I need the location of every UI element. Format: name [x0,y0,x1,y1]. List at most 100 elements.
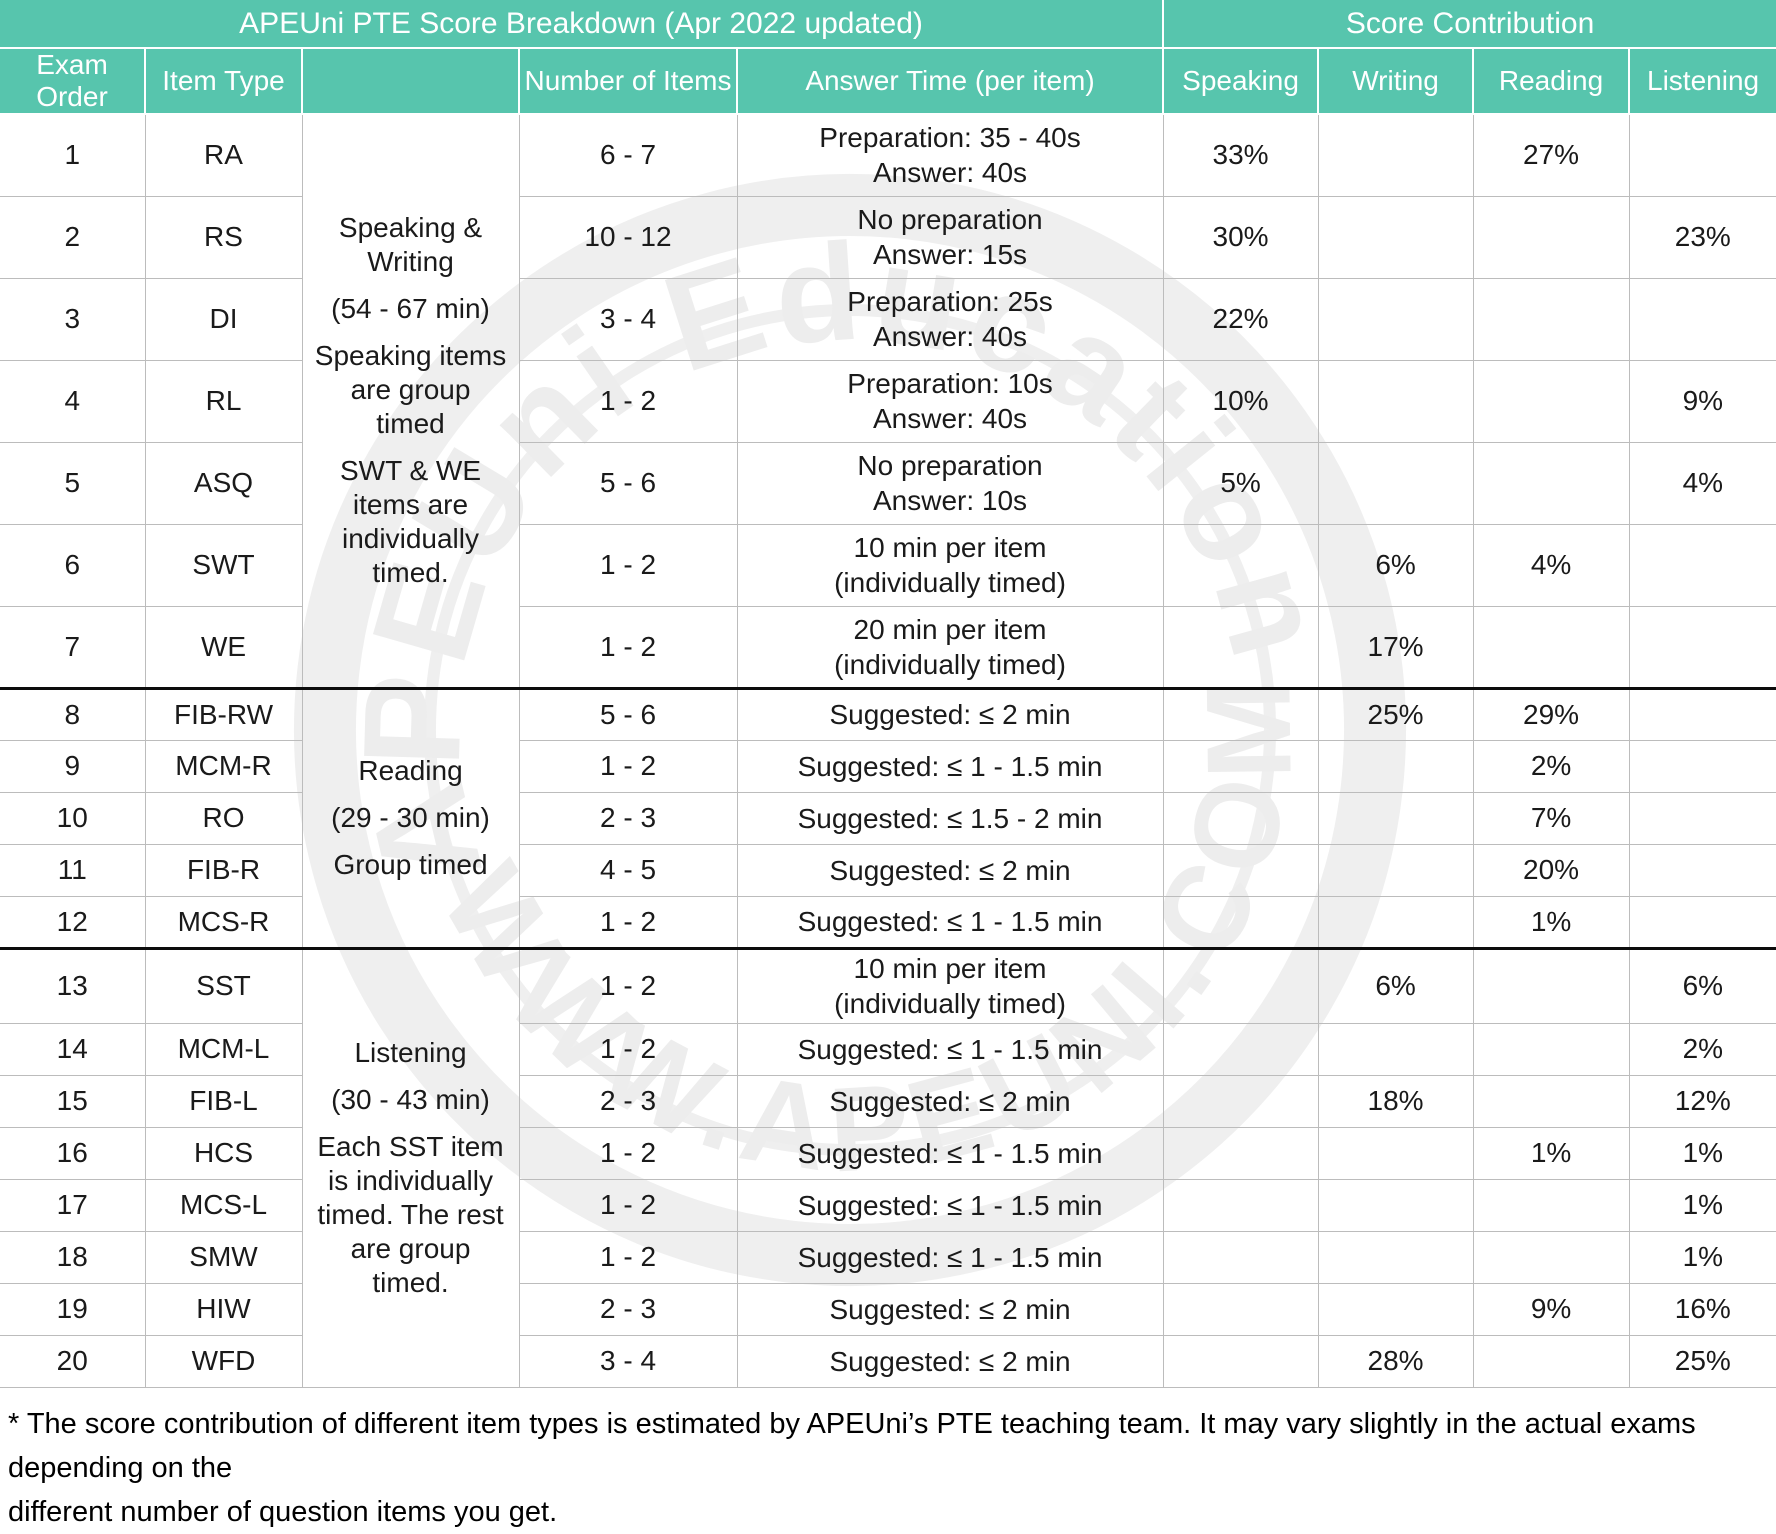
num-items-cell: 1 - 2 [518,1230,738,1284]
answer-time-line: Answer: 40s [872,321,1028,352]
num-items-cell: 2 - 3 [518,791,738,845]
writing-cell: 6% [1317,523,1474,607]
exam-order-cell: 20 [0,1334,146,1388]
item-type-cell: MCM-R [144,739,303,793]
answer-time-cell: 20 min per item (individually timed) [736,605,1164,689]
footnote-line-2: different number of question items you g… [8,1495,558,1528]
table-row: 5 ASQ 5 - 6 No preparation Answer: 10s 5% 4% [0,441,1776,525]
num-items-cell: 10 - 12 [518,195,738,279]
answer-time-line: Preparation: 35 - 40s [819,122,1081,154]
exam-order-cell: 10 [0,791,146,845]
listening-cell: 9% [1628,359,1776,443]
item-type-cell: MCM-L [144,1022,303,1076]
table-row: 4 RL 1 - 2 Preparation: 10s Answer: 40s 10% 9% [0,359,1776,443]
section-info-cell: Reading (29 - 30 min) Group timed [301,686,520,949]
listening-cell: 25% [1628,1334,1776,1388]
answer-time-line: (individually timed) [834,648,1066,680]
answer-time-cell: Suggested: ≤ 1 - 1.5 min [736,1230,1164,1284]
reading-cell: 20% [1472,843,1630,897]
exam-order-cell: 17 [0,1178,146,1232]
answer-time-cell: No preparation Answer: 10s [736,441,1164,525]
num-items-cell: 1 - 2 [518,1022,738,1076]
table-title: APEUni PTE Score Breakdown (Apr 2022 upd… [0,0,1165,49]
answer-time-cell: Suggested: ≤ 1.5 - 2 min [736,791,1164,845]
num-items-cell: 1 - 2 [518,895,738,949]
answer-time-line: Suggested: ≤ 1 - 1.5 min [797,1137,1103,1169]
num-items-cell: 1 - 2 [518,605,738,689]
item-type-cell: RA [144,113,303,197]
answer-time-line: Suggested: ≤ 1 - 1.5 min [797,750,1103,782]
num-items-cell: 3 - 4 [518,277,738,361]
section-info-cell: Listening (30 - 43 min) Each SST item is i… [301,946,520,1388]
item-type-cell: RL [144,359,303,443]
exam-order-cell: 11 [0,843,146,897]
answer-time-cell: No preparation Answer: 15s [736,195,1164,279]
listening-cell [1628,113,1776,197]
section-info-line: Speaking & Writing [338,212,483,278]
section-info-line: (30 - 43 min) [331,1084,490,1115]
num-items-cell: 3 - 4 [518,1334,738,1388]
section-info-line: SWT & WE items are individually timed. [339,455,482,589]
col-header-section [301,48,520,115]
listening-cell [1628,739,1776,793]
exam-order-cell: 8 [0,686,146,741]
speaking-cell [1162,739,1319,793]
num-items-cell: 1 - 2 [518,1126,738,1180]
answer-time-line: Suggested: ≤ 1 - 1.5 min [797,1189,1103,1221]
listening-cell [1628,523,1776,607]
reading-cell: 4% [1472,523,1630,607]
item-type-cell: DI [144,277,303,361]
num-items-cell: 5 - 6 [518,686,738,741]
num-items-cell: 1 - 2 [518,946,738,1024]
speaking-cell [1162,1334,1319,1388]
listening-cell: 2% [1628,1022,1776,1076]
item-type-cell: FIB-RW [144,686,303,741]
answer-time-line: No preparation [857,450,1043,481]
answer-time-line: Suggested: ≤ 1 - 1.5 min [797,1033,1103,1065]
item-type-cell: MCS-R [144,895,303,949]
item-type-cell: SWT [144,523,303,607]
exam-order-cell: 4 [0,359,146,443]
num-items-cell: 6 - 7 [518,113,738,197]
answer-time-cell: Suggested: ≤ 2 min [736,686,1164,741]
exam-order-cell: 13 [0,946,146,1024]
exam-order-cell: 15 [0,1074,146,1128]
answer-time-line: Answer: 40s [872,403,1028,434]
section-info-line: (54 - 67 min) [331,293,490,325]
answer-time-cell: Suggested: ≤ 2 min [736,843,1164,897]
writing-cell [1317,277,1474,361]
table-row: 17 MCS-L 1 - 2 Suggested: ≤ 1 - 1.5 min 1% [0,1178,1776,1232]
listening-cell: 4% [1628,441,1776,525]
writing-cell [1317,1178,1474,1232]
section-info-line: (29 - 30 min) [331,802,490,833]
section-info-line: Each SST item is individually timed. The… [317,1131,504,1298]
answer-time-cell: Suggested: ≤ 2 min [736,1334,1164,1388]
writing-cell [1317,739,1474,793]
section-info-line: Reading [358,755,463,786]
writing-cell [1317,195,1474,279]
col-header-answer-time: Answer Time (per item) [735,48,1165,115]
writing-cell [1317,791,1474,845]
reading-cell: 7% [1472,791,1630,845]
writing-cell: 6% [1317,946,1474,1024]
reading-cell [1472,1074,1630,1128]
speaking-cell: 5% [1162,441,1319,525]
reading-cell: 29% [1472,686,1630,741]
column-header-row: Exam Order Item Type Number of Items Ans… [0,48,1776,115]
table-row: 6 SWT 1 - 2 10 min per item (individually ti… [0,523,1776,607]
listening-cell [1628,277,1776,361]
listening-cell: 1% [1628,1126,1776,1180]
answer-time-line: (individually timed) [834,988,1066,1019]
writing-cell [1317,359,1474,443]
speaking-cell: 22% [1162,277,1319,361]
answer-time-line: Suggested: ≤ 2 min [829,1085,1071,1117]
num-items-cell: 1 - 2 [518,523,738,607]
exam-order-cell: 14 [0,1022,146,1076]
answer-time-cell: Suggested: ≤ 1 - 1.5 min [736,895,1164,949]
col-header-reading: Reading [1472,48,1631,115]
speaking-cell [1162,895,1319,949]
table-row: 19 HIW 2 - 3 Suggested: ≤ 2 min 9% 16% [0,1282,1776,1336]
col-header-speaking: Speaking [1162,48,1320,115]
col-header-item-type: Item Type [144,48,303,115]
speaking-cell [1162,605,1319,689]
